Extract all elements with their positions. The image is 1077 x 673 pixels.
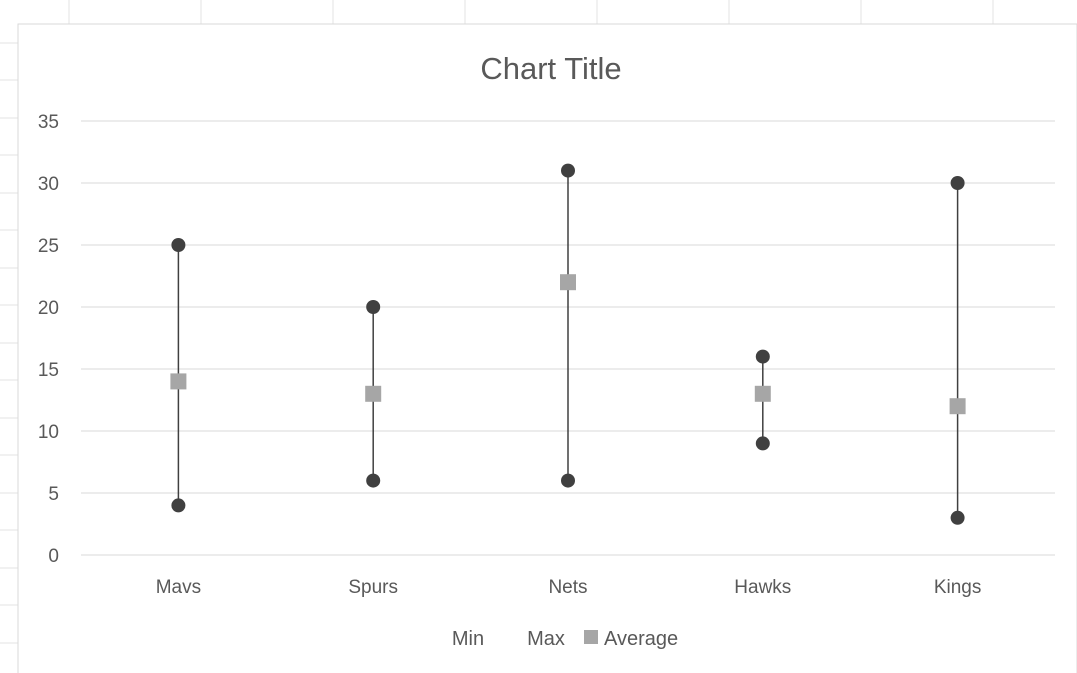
min-point[interactable]	[366, 473, 381, 488]
legend-min-label: Min	[452, 628, 484, 650]
max-point[interactable]	[171, 238, 186, 252]
max-point[interactable]	[950, 176, 965, 190]
average-point[interactable]	[365, 385, 382, 402]
legend-average-label: Average	[604, 628, 678, 650]
average-point[interactable]	[754, 385, 771, 402]
x-tick-label: Nets	[548, 577, 587, 598]
max-point[interactable]	[755, 349, 770, 364]
chart-title[interactable]: Chart Title	[480, 51, 621, 86]
y-tick-label: 35	[38, 112, 59, 133]
max-point[interactable]	[561, 163, 575, 178]
average-point[interactable]	[560, 274, 576, 291]
average-point[interactable]	[949, 398, 966, 415]
y-tick-label: 15	[38, 360, 59, 381]
min-point[interactable]	[561, 473, 575, 488]
legend-average-marker	[584, 630, 598, 644]
min-point[interactable]	[171, 498, 186, 513]
x-tick-label: Hawks	[734, 577, 791, 598]
sheet-gridlines	[0, 0, 994, 644]
y-gridlines	[81, 120, 1055, 556]
data-markers[interactable]	[170, 163, 966, 525]
min-point[interactable]	[950, 510, 965, 525]
x-tick-label: Mavs	[156, 577, 201, 598]
y-tick-label: 10	[38, 422, 59, 443]
legend[interactable]: Min Max Average	[452, 628, 678, 650]
y-tick-label: 20	[38, 298, 59, 319]
y-tick-label: 30	[38, 174, 59, 195]
x-axis-labels: Mavs Spurs Nets Hawks Kings	[156, 577, 982, 598]
max-point[interactable]	[366, 300, 381, 314]
average-point[interactable]	[170, 373, 187, 390]
y-tick-label: 0	[48, 546, 59, 567]
min-point[interactable]	[755, 436, 770, 451]
y-axis-labels: 0 5 10 15 20 25 30 35	[38, 112, 59, 567]
legend-max-label: Max	[527, 628, 565, 650]
x-tick-label: Kings	[934, 577, 982, 598]
y-tick-label: 25	[38, 236, 59, 257]
chart-frame[interactable]	[17, 23, 1077, 673]
x-tick-label: Spurs	[348, 577, 398, 598]
y-tick-label: 5	[48, 484, 59, 505]
